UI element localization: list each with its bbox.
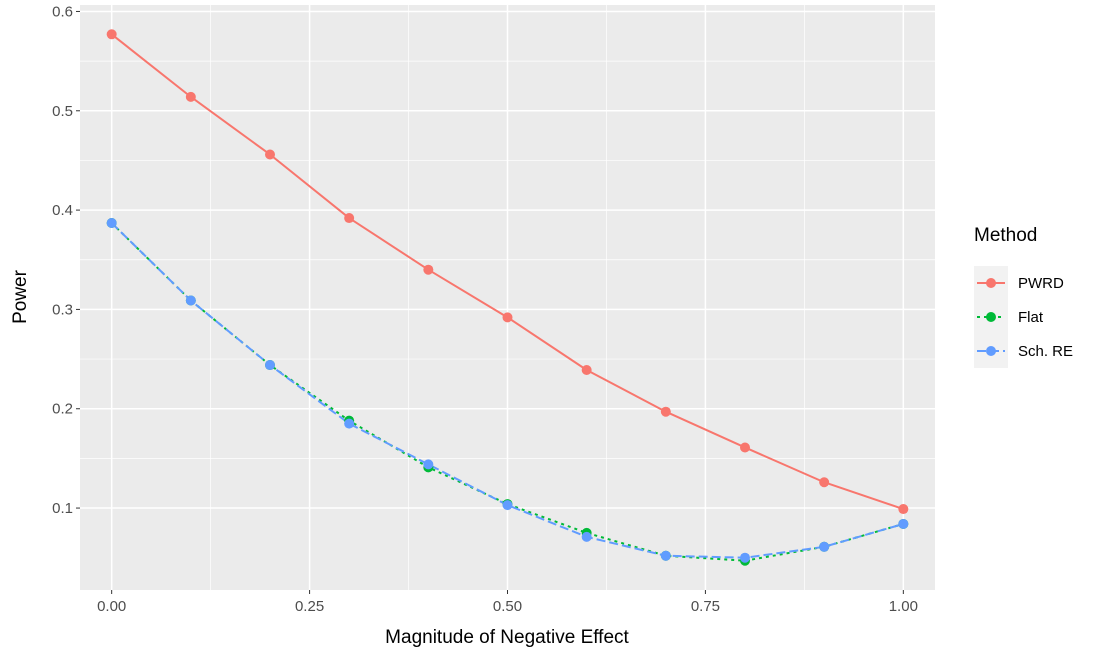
axis-ticks (76, 10, 904, 594)
data-point-pwrd (344, 213, 355, 224)
data-point-sch-re (106, 218, 117, 229)
x-tick-label: 0.25 (295, 598, 324, 615)
x-tick-label: 0.00 (97, 598, 126, 615)
legend-key-point-sch-re (986, 346, 996, 356)
data-point-sch-re (502, 500, 513, 511)
data-point-pwrd (660, 406, 671, 417)
y-tick-label: 0.6 (52, 3, 73, 20)
data-point-sch-re (660, 550, 671, 561)
legend-label-flat: Flat (1018, 309, 1044, 326)
x-axis-title: Magnitude of Negative Effect (385, 627, 629, 648)
data-point-sch-re (344, 418, 355, 429)
x-tick-label: 0.50 (493, 598, 522, 615)
y-tick-label: 0.4 (52, 202, 73, 219)
legend: Method PWRD Flat Sch. RE (974, 225, 1073, 368)
data-point-pwrd (185, 91, 196, 102)
y-tick-label: 0.5 (52, 103, 73, 120)
legend-keys: PWRD Flat Sch. RE (974, 266, 1073, 368)
y-tick-label: 0.1 (52, 500, 73, 517)
data-point-sch-re (581, 531, 592, 542)
data-point-sch-re (740, 552, 750, 563)
data-point-sch-re (185, 295, 196, 306)
y-tick-label: 0.3 (52, 301, 73, 318)
data-point-sch-re (423, 459, 434, 470)
data-point-sch-re (819, 541, 830, 552)
tick-labels: 0.00 0.25 0.50 0.75 1.00 0.1 0.2 0.3 0.4 0.5 0.6 (52, 3, 918, 615)
y-tick-label: 0.2 (52, 401, 73, 418)
data-point-pwrd (819, 477, 830, 488)
data-point-sch-re (898, 518, 909, 529)
legend-title: Method (974, 225, 1037, 246)
data-point-pwrd (740, 442, 750, 453)
data-point-pwrd (106, 29, 117, 40)
legend-label-pwrd: PWRD (1018, 275, 1064, 292)
y-axis-title: Power (10, 269, 31, 324)
legend-key-point-flat (986, 312, 996, 322)
data-point-pwrd (898, 504, 909, 515)
legend-key-point-pwrd (986, 278, 996, 288)
data-point-pwrd (265, 149, 275, 160)
data-point-pwrd (423, 264, 434, 275)
x-tick-label: 1.00 (889, 598, 918, 615)
data-point-sch-re (265, 360, 275, 371)
x-tick-label: 0.75 (691, 598, 720, 615)
series-layer (106, 29, 909, 566)
legend-label-sch-re: Sch. RE (1018, 343, 1073, 360)
data-point-pwrd (581, 365, 592, 376)
data-point-pwrd (502, 312, 513, 323)
